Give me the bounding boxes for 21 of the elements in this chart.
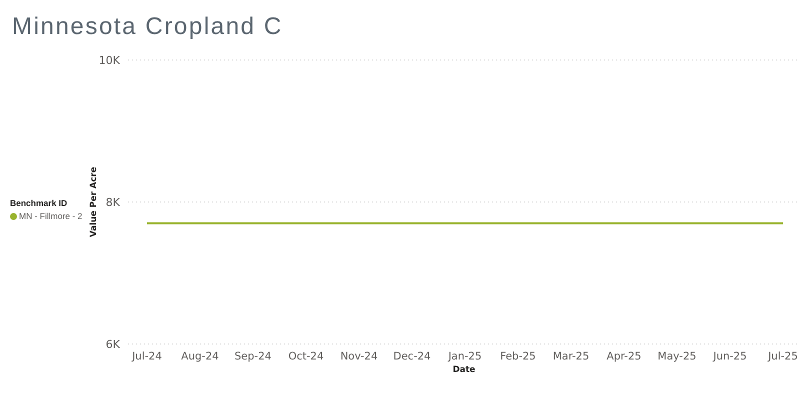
y-tick-label: 10K <box>98 54 121 67</box>
x-tick-label: Nov-24 <box>340 350 378 362</box>
x-tick-label: Mar-25 <box>552 350 590 362</box>
chart-title: Minnesota Cropland C <box>12 13 283 41</box>
x-tick-label: Feb-25 <box>500 350 536 362</box>
y-tick-label: 6K <box>106 338 121 351</box>
x-tick-label: Oct-24 <box>288 350 324 362</box>
y-tick-label: 8K <box>106 196 121 209</box>
x-tick-label: Jun-25 <box>712 350 747 362</box>
x-tick-label: Dec-24 <box>393 350 432 362</box>
x-tick-label: Jan-25 <box>447 350 482 362</box>
x-tick-label: Jul-24 <box>131 350 162 362</box>
x-tick-label: Jul-25 <box>767 350 798 362</box>
legend-title: Benchmark ID <box>10 198 68 208</box>
x-tick-label: Aug-24 <box>181 350 220 362</box>
x-axis-title: Date <box>452 365 476 375</box>
x-tick-label: May-25 <box>658 350 696 362</box>
legend-label: MN - Fillmore - 2 <box>18 211 82 221</box>
x-tick-label: Sep-24 <box>234 350 272 362</box>
x-tick-label: Apr-25 <box>606 350 642 362</box>
y-axis-title: Value Per Acre <box>89 166 100 238</box>
